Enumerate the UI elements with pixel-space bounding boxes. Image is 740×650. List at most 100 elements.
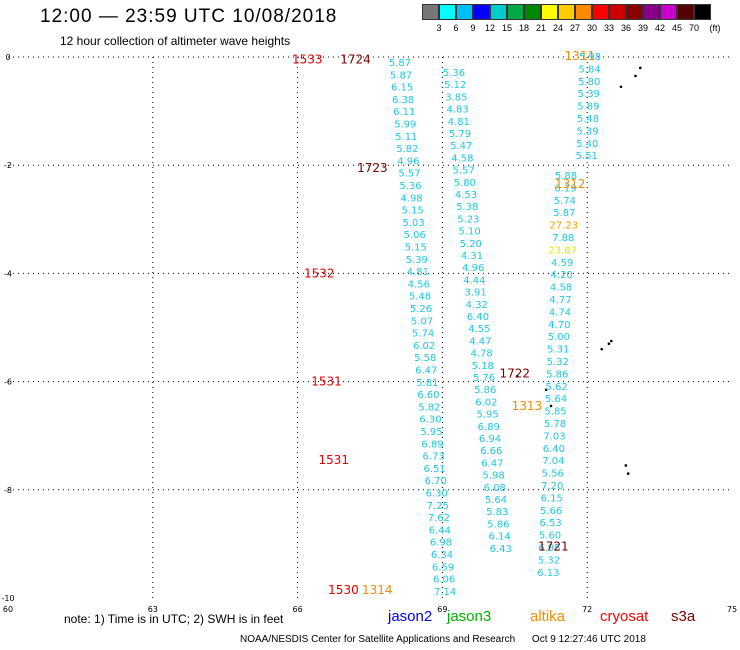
wave-height-label: 4.20	[550, 270, 572, 281]
wave-height-label: 5.20	[460, 239, 482, 250]
scale-swatch	[694, 4, 711, 20]
wave-height-label: 6.30	[419, 415, 441, 426]
wave-height-label: 4.81	[448, 117, 470, 128]
wave-height-label: 6.40	[467, 312, 489, 323]
legend-label-altika: altika	[530, 608, 566, 625]
page-title: 12:00 — 23:59 UTC 10/08/2018	[40, 6, 338, 27]
wave-height-label: 5.51	[576, 151, 598, 162]
wave-height-label: 5.95	[476, 410, 498, 421]
wave-height-label: 6.13	[537, 568, 559, 579]
island-mark	[600, 347, 603, 351]
lat-tick-label: -10	[1, 594, 14, 603]
scale-swatch	[609, 4, 626, 20]
wave-height-label: 5.39	[406, 255, 428, 266]
wave-height-label: 23.87	[548, 245, 577, 256]
scale-swatch	[490, 4, 507, 20]
generated-timestamp: Oct 9 12:27:46 UTC 2018	[531, 634, 646, 645]
wave-height-label: 5.39	[578, 89, 600, 100]
lon-tick-label: 72	[582, 605, 592, 614]
pass-time-label: 1531	[319, 453, 350, 467]
wave-height-label: 5.95	[420, 427, 442, 438]
wave-height-label: 27.23	[549, 221, 578, 232]
wave-height-label: 5.38	[456, 202, 478, 213]
wave-height-label: 5.88	[555, 171, 577, 182]
scale-label: 18	[518, 23, 529, 33]
satellite-legend-jason2: jason2	[388, 608, 432, 625]
wave-height-label: 7.62	[428, 513, 450, 524]
wave-height-label: 5.85	[544, 407, 566, 418]
wave-height-label: 5.82	[418, 402, 440, 413]
wave-height-label: 5.82	[396, 144, 418, 155]
scale-label: 36	[620, 23, 631, 33]
wave-height-label: 6.19	[554, 183, 576, 194]
wave-height-label: 6.02	[475, 397, 497, 408]
satellite-legend-cryosat: cryosat	[600, 608, 648, 625]
island-mark	[607, 342, 611, 346]
island-mark	[549, 404, 553, 408]
credit-line: NOAA/NESDIS Center for Satellite Applica…	[240, 634, 646, 645]
wave-height-label: 5.47	[450, 141, 472, 152]
lon-tick-label: 75	[727, 605, 737, 614]
wave-height-label: 5.56	[542, 469, 564, 480]
pass-time-label: 1533	[292, 53, 323, 67]
island-mark	[515, 374, 519, 378]
wave-height-label: 7.14	[434, 587, 456, 598]
wave-height-label: 5.60	[539, 531, 561, 542]
wave-height-label: 5.80	[578, 77, 600, 88]
legend-label-jason3: jason3	[447, 608, 492, 625]
scale-swatch	[575, 4, 592, 20]
pass-time-label: 1724	[340, 53, 371, 67]
page-subtitle: 12 hour collection of altimeter wave hei…	[60, 34, 291, 48]
wave-height-label: 6.30	[426, 489, 448, 500]
wave-height-label: 4.70	[548, 320, 570, 331]
wave-height-label: 5.00	[548, 332, 570, 343]
scale-swatch	[558, 4, 575, 20]
pass-time-label: 1530	[328, 583, 359, 597]
scale-swatch	[507, 4, 524, 20]
pass-time-label: 1722	[500, 366, 531, 380]
wave-height-label: 5.62	[546, 382, 568, 393]
scale-swatch	[473, 4, 490, 20]
pass-time-label: 1312	[555, 177, 586, 191]
wave-height-label: 4.58	[550, 283, 572, 294]
scale-label: 27	[569, 23, 580, 33]
wave-height-label: 6.38	[392, 95, 414, 106]
wave-height-label: 4.44	[463, 275, 485, 286]
legend-label-jason2: jason2	[388, 608, 433, 625]
scale-swatch	[524, 4, 541, 20]
island-mark	[626, 472, 630, 475]
wave-height-label: 4.83	[446, 105, 468, 116]
scale-label: 45	[671, 23, 682, 33]
wave-height-label: 6.34	[431, 550, 453, 561]
wave-height-label: 4.74	[549, 307, 571, 318]
wave-height-label: 5.31	[547, 345, 569, 356]
credit-text: NOAA/NESDIS Center for Satellite Applica…	[240, 634, 516, 645]
satellite-legend-s3a: s3a	[671, 608, 695, 625]
island-mark	[619, 85, 623, 89]
footnote: note: 1) Time is in UTC; 2) SWH is in fe…	[64, 612, 284, 626]
satellite-legend-altika: altika	[530, 608, 565, 625]
island-mark	[634, 74, 637, 78]
wave-height-label: 6.44	[429, 525, 451, 536]
wave-height-label: 5.12	[444, 80, 466, 91]
wave-height-label: 5.10	[458, 227, 480, 238]
wave-height-label: 7.25	[427, 501, 449, 512]
island-mark	[544, 388, 548, 392]
wave-height-label: 4.32	[466, 300, 488, 311]
wave-height-label: 5.86	[474, 385, 496, 396]
wave-height-label: 5.76	[473, 373, 495, 384]
lat-tick-label: -8	[4, 486, 12, 495]
wave-height-label: 5.36	[399, 181, 421, 192]
wave-height-label: 6.89	[421, 439, 443, 450]
wave-height-label: 5.58	[414, 353, 436, 364]
scale-swatch	[456, 4, 473, 20]
scale-label: 21	[535, 23, 546, 33]
wave-height-label: 5.48	[577, 114, 599, 125]
scale-swatch	[677, 4, 694, 20]
wave-height-label: 6.43	[490, 544, 512, 555]
wave-height-label: 5.03	[403, 218, 425, 229]
legend-label-s3a: s3a	[671, 608, 696, 625]
wave-height-label: 4.81	[407, 267, 429, 278]
wave-height-label: 6.11	[393, 107, 415, 118]
